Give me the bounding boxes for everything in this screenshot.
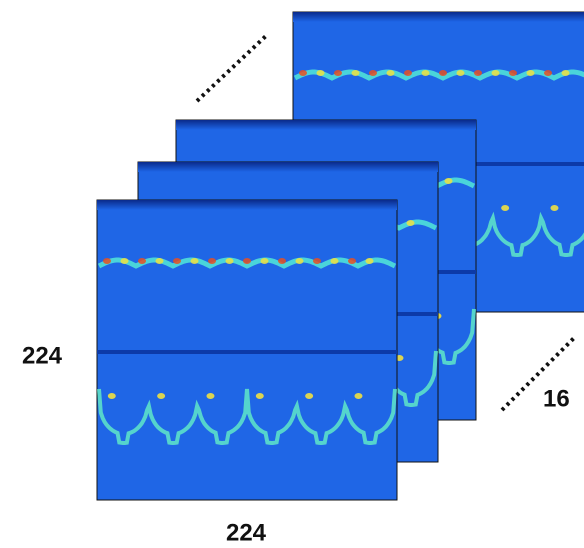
upper-peak bbox=[492, 70, 500, 76]
lower-peak bbox=[305, 393, 313, 399]
upper-peak bbox=[474, 70, 482, 76]
upper-peak bbox=[348, 258, 356, 264]
height-label: 224 bbox=[22, 342, 63, 369]
lower-peak bbox=[206, 393, 214, 399]
upper-peak bbox=[173, 258, 181, 264]
upper-peak bbox=[138, 258, 146, 264]
upper-peak bbox=[208, 258, 216, 264]
upper-peak bbox=[261, 258, 269, 264]
upper-peak bbox=[278, 258, 286, 264]
upper-peak bbox=[369, 70, 377, 76]
panel-mid-band bbox=[97, 350, 397, 354]
upper-peak bbox=[331, 258, 339, 264]
width-label: 224 bbox=[226, 519, 267, 546]
lower-peak bbox=[256, 393, 264, 399]
spectrogram-stack bbox=[97, 12, 584, 500]
channels-label: 16 bbox=[543, 385, 570, 412]
upper-peak bbox=[439, 70, 447, 76]
upper-peak bbox=[226, 258, 234, 264]
upper-peak bbox=[352, 70, 360, 76]
lower-peak bbox=[157, 393, 165, 399]
panel-top-band bbox=[176, 120, 476, 130]
lower-peak bbox=[501, 205, 509, 211]
upper-peak bbox=[366, 258, 374, 264]
lower-peak bbox=[550, 205, 558, 211]
upper-peak bbox=[387, 70, 395, 76]
lower-peak bbox=[354, 393, 362, 399]
upper-peak bbox=[243, 258, 251, 264]
diagram: 224 224 16 bbox=[0, 0, 584, 548]
upper-peak bbox=[404, 70, 412, 76]
spectrogram-panel bbox=[97, 200, 397, 500]
upper-peak bbox=[296, 258, 304, 264]
upper-peak bbox=[544, 70, 552, 76]
upper-peak bbox=[334, 70, 342, 76]
upper-peak bbox=[422, 70, 430, 76]
panel-top-band bbox=[97, 200, 397, 210]
upper-peak bbox=[121, 258, 129, 264]
upper-peak bbox=[562, 70, 570, 76]
upper-peak bbox=[445, 178, 453, 184]
ellipsis-top bbox=[197, 34, 268, 101]
upper-peak bbox=[317, 70, 325, 76]
upper-peak bbox=[191, 258, 199, 264]
upper-peak bbox=[299, 70, 307, 76]
upper-peak bbox=[509, 70, 517, 76]
upper-peak bbox=[156, 258, 164, 264]
upper-peak bbox=[407, 220, 415, 226]
upper-peak bbox=[103, 258, 111, 264]
panel-top-band bbox=[293, 12, 584, 22]
lower-peak bbox=[108, 393, 116, 399]
upper-peak bbox=[457, 70, 465, 76]
panel-top-band bbox=[138, 162, 438, 172]
upper-peak bbox=[313, 258, 321, 264]
upper-peak bbox=[527, 70, 535, 76]
